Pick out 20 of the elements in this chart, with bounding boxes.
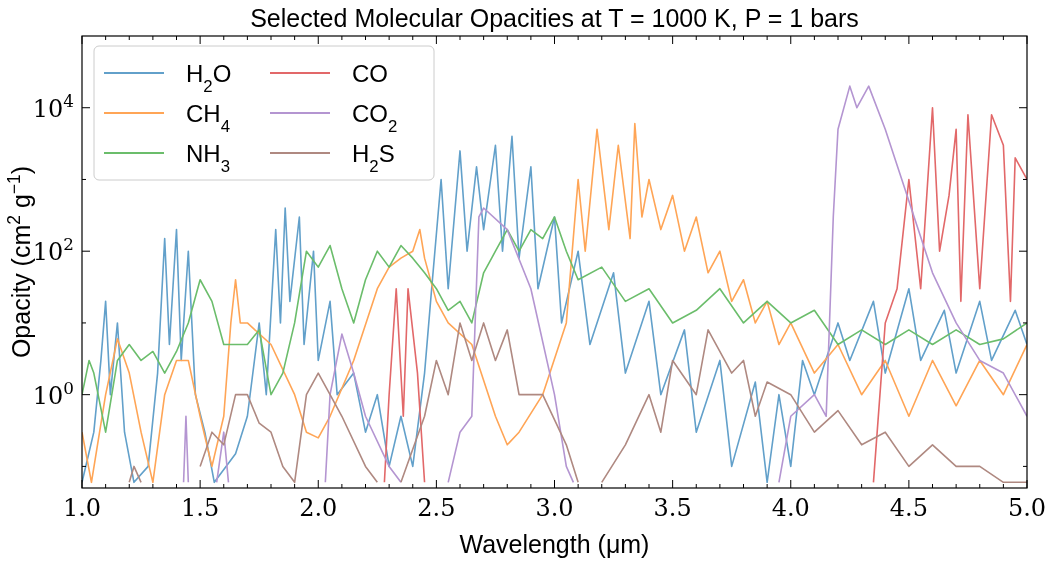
x-tick-label: 1.5 bbox=[181, 494, 220, 522]
x-tick-label: 2.5 bbox=[417, 494, 456, 522]
legend-label: H$_{2}$O bbox=[186, 60, 232, 96]
x-tick-label: 5.0 bbox=[1007, 494, 1047, 522]
legend-label: CO$_{2}$ bbox=[352, 100, 398, 136]
x-tick-label: 3.0 bbox=[535, 494, 574, 522]
y-tick-label: 10$^{0}$ bbox=[32, 377, 74, 410]
x-axis-title: Wavelength (μm) bbox=[459, 530, 650, 558]
x-tick-label: 4.0 bbox=[771, 494, 810, 522]
y-tick-label: 10$^{4}$ bbox=[32, 90, 74, 123]
legend-label: CH$_{4}$ bbox=[186, 100, 231, 136]
chart-title: Selected Molecular Opacities at T = 1000 K, P = 1 bars bbox=[250, 4, 859, 32]
line-series bbox=[82, 216, 1027, 433]
x-tick-label: 4.5 bbox=[889, 494, 928, 522]
legend-label: NH$_{3}$ bbox=[186, 140, 231, 176]
legend-label: H$_{2}$S bbox=[352, 140, 395, 176]
legend-label: CO bbox=[352, 60, 388, 87]
x-tick-label: 3.5 bbox=[653, 494, 692, 522]
x-tick-label: 2.0 bbox=[299, 494, 338, 522]
x-tick-label: 1.0 bbox=[62, 494, 102, 522]
